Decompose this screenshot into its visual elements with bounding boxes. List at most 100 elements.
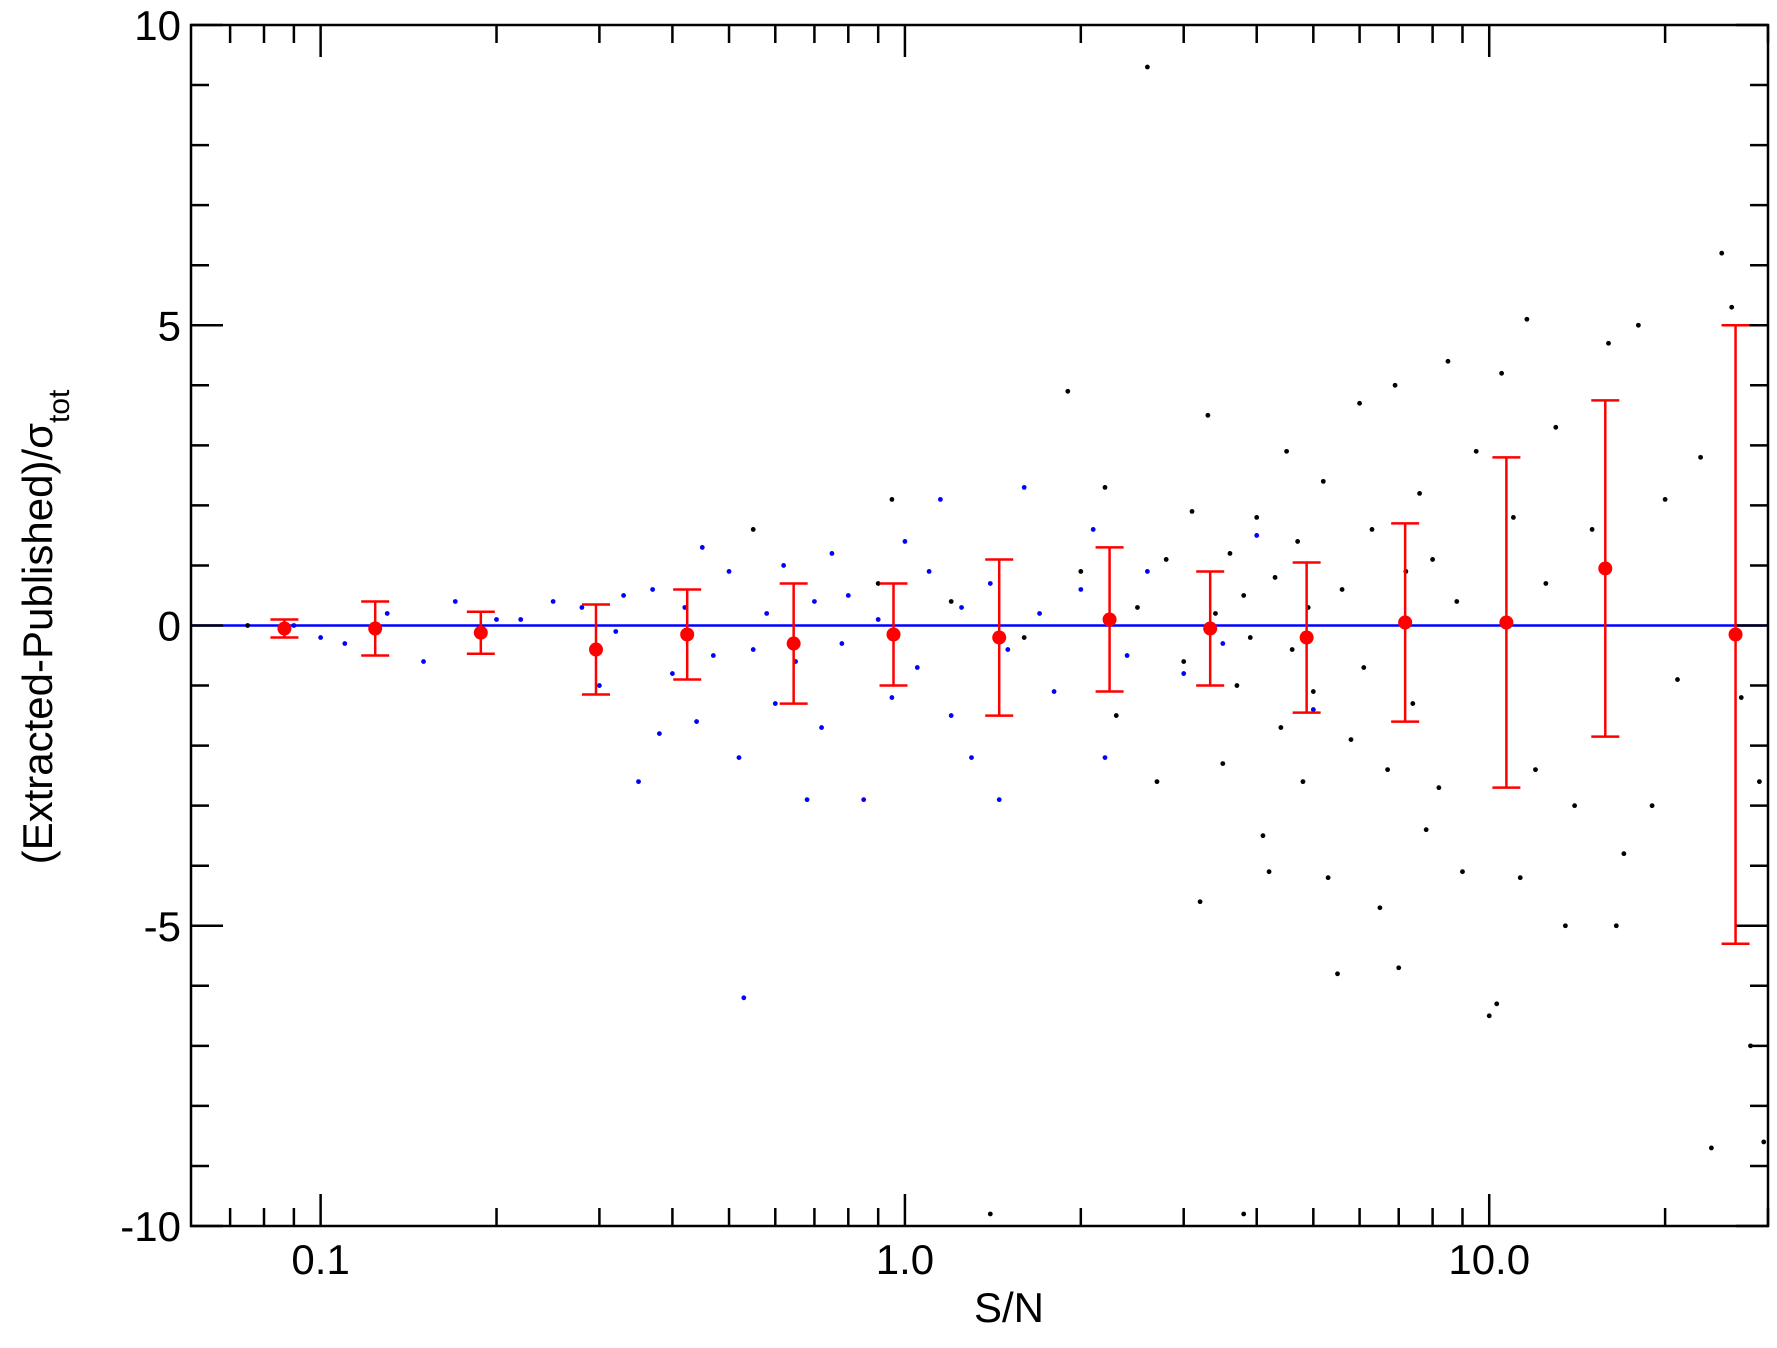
mean-point	[473, 625, 488, 640]
point	[245, 623, 251, 628]
point	[1254, 515, 1260, 520]
point	[948, 599, 954, 604]
point	[1369, 527, 1375, 532]
point	[889, 496, 895, 502]
point	[1102, 755, 1108, 761]
point	[726, 569, 732, 574]
point	[1589, 527, 1595, 532]
point	[1021, 484, 1027, 490]
mean-point	[1203, 621, 1218, 636]
point	[969, 755, 974, 761]
point	[1266, 869, 1272, 875]
mean-point	[588, 642, 603, 657]
point	[1543, 581, 1549, 586]
point	[845, 593, 851, 598]
point	[699, 545, 705, 550]
point	[1284, 448, 1289, 454]
mean-point	[992, 630, 1007, 645]
point	[937, 496, 943, 502]
point	[1553, 424, 1559, 430]
point	[1144, 64, 1150, 70]
point	[318, 635, 324, 640]
point	[987, 581, 993, 586]
mean-point	[1598, 561, 1613, 576]
point	[1220, 641, 1226, 646]
point	[889, 695, 895, 700]
point	[1037, 611, 1042, 616]
point	[926, 569, 932, 574]
point	[1662, 496, 1668, 502]
point	[772, 701, 778, 706]
point	[710, 653, 716, 658]
point	[1738, 695, 1744, 700]
point	[1357, 400, 1362, 406]
x-tick-label: 1.0	[876, 1236, 934, 1283]
point	[1445, 358, 1451, 364]
point	[1423, 827, 1429, 833]
point	[613, 629, 619, 634]
point	[1613, 923, 1619, 929]
point	[342, 641, 348, 646]
point	[750, 647, 756, 652]
point	[1348, 737, 1354, 742]
mean-point	[368, 621, 383, 636]
mean-point	[277, 621, 292, 636]
point	[1205, 412, 1211, 418]
point	[1241, 593, 1247, 598]
point	[1234, 683, 1240, 688]
point	[1460, 869, 1465, 875]
point	[1163, 557, 1169, 562]
point	[829, 551, 835, 556]
point	[875, 617, 881, 622]
point	[1247, 635, 1253, 640]
point	[819, 725, 824, 730]
x-axis-label: S/N	[974, 1284, 1044, 1331]
point	[764, 611, 770, 616]
point	[1005, 647, 1011, 652]
point	[1335, 971, 1340, 977]
point	[1410, 701, 1416, 706]
point	[656, 731, 662, 736]
point	[1144, 569, 1150, 574]
y-tick-label: -10	[120, 1203, 181, 1250]
point	[1078, 587, 1084, 592]
point	[1135, 605, 1140, 610]
point	[1756, 779, 1762, 785]
mean-point	[1398, 615, 1413, 630]
point	[1524, 316, 1530, 322]
point	[1241, 1211, 1247, 1217]
point	[1197, 899, 1203, 905]
point	[1272, 575, 1278, 580]
point	[736, 755, 742, 761]
point	[1189, 509, 1195, 514]
y-tick-label: 0	[158, 603, 181, 650]
point	[1392, 382, 1398, 388]
point	[1635, 322, 1641, 328]
point	[987, 1211, 993, 1217]
mean-point	[680, 627, 695, 642]
point	[1417, 490, 1422, 496]
point	[1698, 454, 1703, 460]
point	[1748, 1043, 1753, 1049]
mean-point	[886, 627, 901, 642]
point	[1436, 785, 1442, 791]
y-axis-label-subscript: tot	[43, 389, 76, 423]
point	[1385, 767, 1390, 773]
point	[804, 797, 810, 803]
point	[1719, 250, 1725, 256]
point	[1562, 923, 1568, 929]
point	[452, 599, 458, 604]
point	[1606, 340, 1611, 346]
mean-point	[1499, 615, 1514, 630]
point	[750, 527, 756, 532]
point	[1454, 599, 1460, 604]
point	[1295, 539, 1301, 544]
point	[1227, 551, 1233, 556]
point	[1325, 875, 1331, 881]
point	[948, 713, 954, 718]
point	[1310, 689, 1316, 694]
point	[518, 617, 524, 622]
point	[1511, 515, 1516, 520]
point	[1729, 304, 1735, 310]
